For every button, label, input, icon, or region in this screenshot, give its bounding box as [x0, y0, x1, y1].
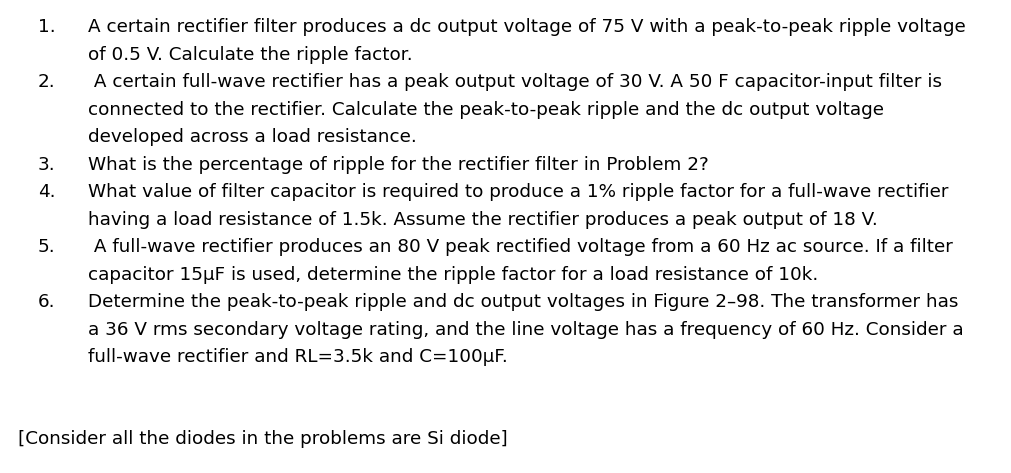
Text: What is the percentage of ripple for the rectifier filter in Problem 2?: What is the percentage of ripple for the…	[88, 156, 709, 174]
Text: 1.: 1.	[38, 18, 56, 36]
Text: What value of filter capacitor is required to produce a 1% ripple factor for a f: What value of filter capacitor is requir…	[88, 183, 948, 201]
Text: 5.: 5.	[38, 238, 56, 256]
Text: A certain rectifier filter produces a dc output voltage of 75 V with a peak-to-p: A certain rectifier filter produces a dc…	[88, 18, 966, 36]
Text: A certain full-wave rectifier has a peak output voltage of 30 V. A 50 F capacito: A certain full-wave rectifier has a peak…	[88, 73, 942, 91]
Text: connected to the rectifier. Calculate the peak-to-peak ripple and the dc output : connected to the rectifier. Calculate th…	[88, 100, 884, 119]
Text: Determine the peak-to-peak ripple and dc output voltages in Figure 2–98. The tra: Determine the peak-to-peak ripple and dc…	[88, 293, 958, 311]
Text: of 0.5 V. Calculate the ripple factor.: of 0.5 V. Calculate the ripple factor.	[88, 45, 412, 63]
Text: a 36 V rms secondary voltage rating, and the line voltage has a frequency of 60 : a 36 V rms secondary voltage rating, and…	[88, 321, 963, 339]
Text: developed across a load resistance.: developed across a load resistance.	[88, 128, 417, 146]
Text: full-wave rectifier and RL=3.5k and C=100μF.: full-wave rectifier and RL=3.5k and C=10…	[88, 348, 508, 366]
Text: 4.: 4.	[38, 183, 56, 201]
Text: capacitor 15μF is used, determine the ripple factor for a load resistance of 10k: capacitor 15μF is used, determine the ri…	[88, 265, 818, 283]
Text: [Consider all the diodes in the problems are Si diode]: [Consider all the diodes in the problems…	[18, 430, 508, 448]
Text: A full-wave rectifier produces an 80 V peak rectified voltage from a 60 Hz ac so: A full-wave rectifier produces an 80 V p…	[88, 238, 953, 256]
Text: having a load resistance of 1.5k. Assume the rectifier produces a peak output of: having a load resistance of 1.5k. Assume…	[88, 210, 878, 228]
Text: 6.: 6.	[38, 293, 56, 311]
Text: 3.: 3.	[38, 156, 56, 174]
Text: 2.: 2.	[38, 73, 56, 91]
